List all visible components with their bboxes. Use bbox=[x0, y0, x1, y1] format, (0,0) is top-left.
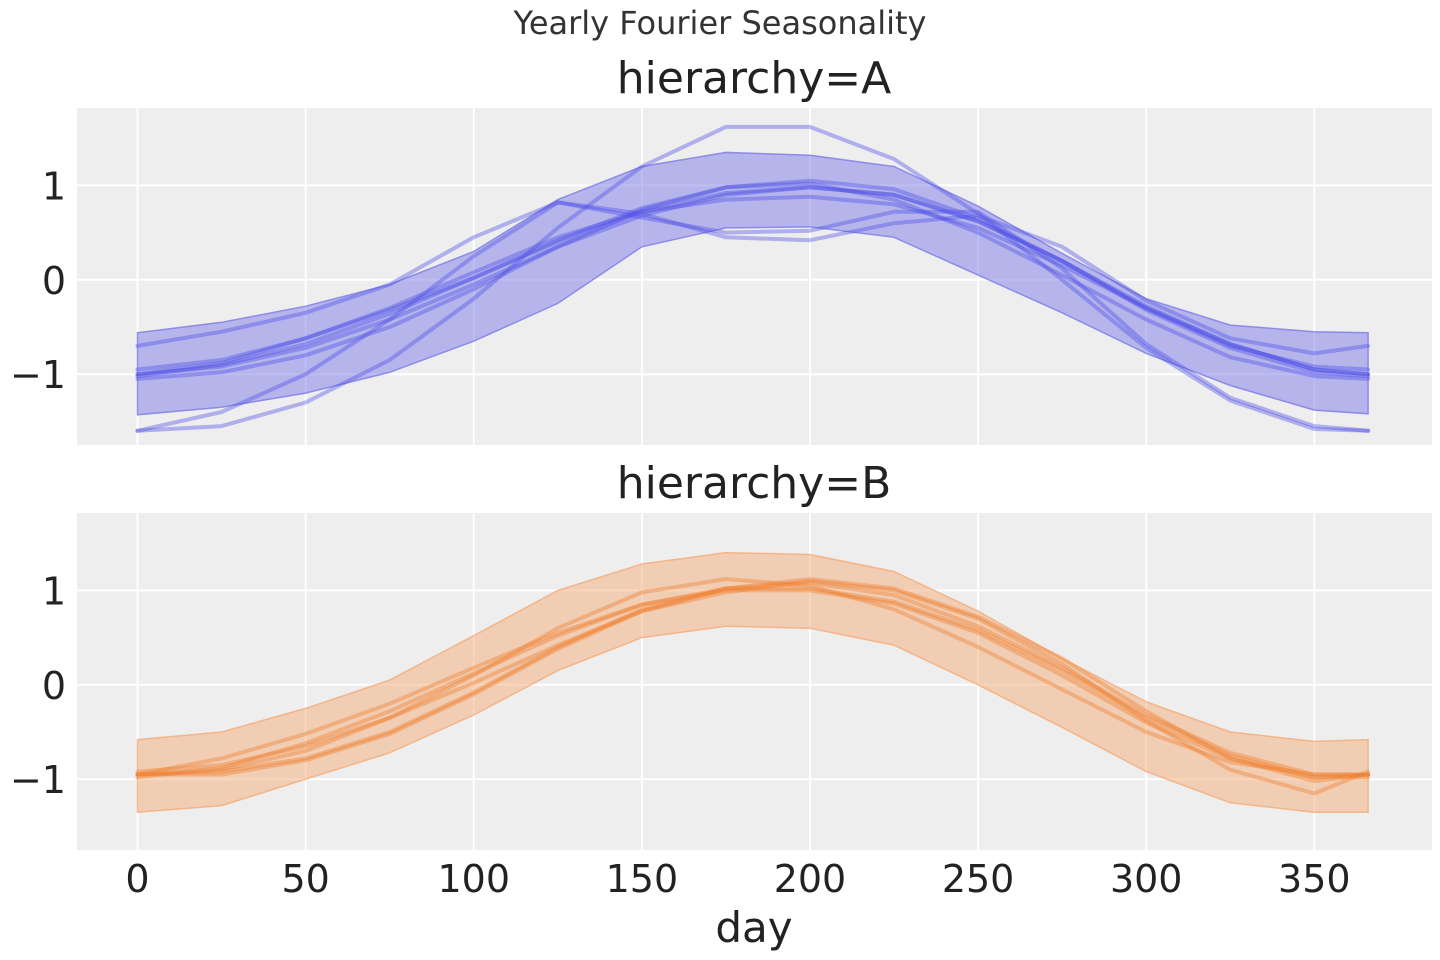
sample-line-b-0 bbox=[135, 577, 1371, 777]
panel-hierarchy-b: hierarchy=B −1 0 1 bbox=[10, 458, 1432, 850]
sample-line-a-7 bbox=[135, 185, 1371, 372]
x-tick-label-0: 0 bbox=[125, 857, 149, 901]
y-tick-label-b-2: 1 bbox=[42, 569, 66, 613]
sample-line-b-1 bbox=[135, 580, 1371, 777]
sample-line-b-5 bbox=[135, 586, 1371, 780]
x-tick-label-6: 300 bbox=[1110, 857, 1183, 901]
x-tick-label-4: 200 bbox=[774, 857, 847, 901]
sample-line-b-3 bbox=[135, 579, 1371, 796]
hdi-band-b bbox=[136, 551, 1369, 814]
sample-line-a-6 bbox=[135, 181, 1371, 381]
x-axis-label: day bbox=[715, 903, 792, 952]
sample-line-a-4 bbox=[135, 200, 1371, 433]
x-tick-label-5: 250 bbox=[942, 857, 1015, 901]
sample-line-a-1 bbox=[135, 178, 1371, 379]
y-tick-label-a-0: −1 bbox=[10, 353, 66, 397]
sample-line-a-5 bbox=[135, 194, 1371, 377]
panel-title-b: hierarchy=B bbox=[617, 458, 892, 509]
sample-line-a-0 bbox=[135, 185, 1371, 377]
y-tick-label-a-1: 0 bbox=[42, 259, 66, 303]
hdi-band-a bbox=[136, 151, 1369, 416]
x-tick-label-7: 350 bbox=[1278, 857, 1351, 901]
y-tick-label-a-2: 1 bbox=[42, 164, 66, 208]
x-tick-label-3: 150 bbox=[606, 857, 679, 901]
sample-line-b-2 bbox=[135, 588, 1371, 780]
panel-title-a: hierarchy=A bbox=[617, 53, 891, 104]
x-tick-label-1: 50 bbox=[281, 857, 329, 901]
sample-line-a-2 bbox=[135, 124, 1371, 433]
sample-line-b-4 bbox=[135, 577, 1371, 784]
sample-line-a-3 bbox=[135, 200, 1371, 356]
figure-title: Yearly Fourier Seasonality bbox=[513, 4, 927, 42]
x-tick-label-2: 100 bbox=[437, 857, 510, 901]
y-tick-label-b-0: −1 bbox=[10, 758, 66, 802]
y-tick-label-b-1: 0 bbox=[42, 664, 66, 708]
panel-hierarchy-a: hierarchy=A −1 0 1 bbox=[10, 53, 1432, 445]
